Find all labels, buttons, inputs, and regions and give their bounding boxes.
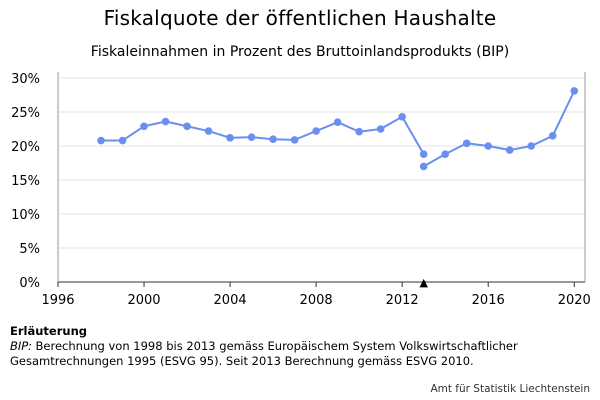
y-tick-label: 15% [11,174,40,189]
x-tick-label: 1996 [41,293,74,308]
data-point [376,125,385,133]
data-point [419,162,428,171]
y-tick-label: 10% [11,208,40,223]
series-line [101,115,425,155]
explanation-note: Erläuterung BIP: Berechnung von 1998 bis… [10,324,590,369]
y-tick-label: 0% [19,276,40,291]
line-chart: 0% 5% 10% 15% 20% 25% 30% 1996 2000 2004 2008 2012 2… [11,72,591,308]
source-label: Amt für Statistik Liechtenstein [430,383,590,395]
data-point [505,146,514,154]
data-point [527,142,536,150]
data-point [183,122,191,131]
data-point [441,150,449,158]
y-tick-label: 5% [19,242,40,257]
x-tick-label: 2004 [214,293,247,308]
data-point [548,132,557,140]
data-point [161,117,170,126]
data-point [312,127,320,135]
x-tick-label: 2000 [127,293,160,308]
data-point [247,133,256,141]
data-point [226,134,234,142]
chart-title: Fiskalquote der öffentlichen Haushalte [103,6,497,30]
data-point [398,112,406,121]
data-point [118,136,127,145]
data-point [290,136,299,144]
note-abbreviation: BIP: [10,339,32,353]
note-heading: Erläuterung [10,324,87,338]
x-tick-label: 2008 [300,293,333,308]
data-point [484,142,493,150]
y-tick-label: 30% [11,72,40,87]
x-tick-label: 2020 [558,293,591,308]
data-point [419,150,428,158]
data-point [570,87,579,95]
break-marker: ▲ [419,276,428,289]
x-tick-label: 2016 [472,293,505,308]
data-point [204,127,213,135]
note-text: Berechnung von 1998 bis 2013 gemäss Euro… [10,339,518,368]
data-point [333,118,342,126]
data-point [355,127,363,136]
data-point [462,139,471,148]
data-point [97,136,105,145]
data-point [269,135,277,143]
series-line [423,90,576,168]
x-tick-label: 2012 [386,293,419,308]
data-point [140,122,148,131]
chart-subtitle: Fiskaleinnahmen in Prozent des Bruttoinl… [90,44,510,60]
y-tick-label: 20% [11,140,40,155]
y-tick-label: 25% [11,106,40,121]
